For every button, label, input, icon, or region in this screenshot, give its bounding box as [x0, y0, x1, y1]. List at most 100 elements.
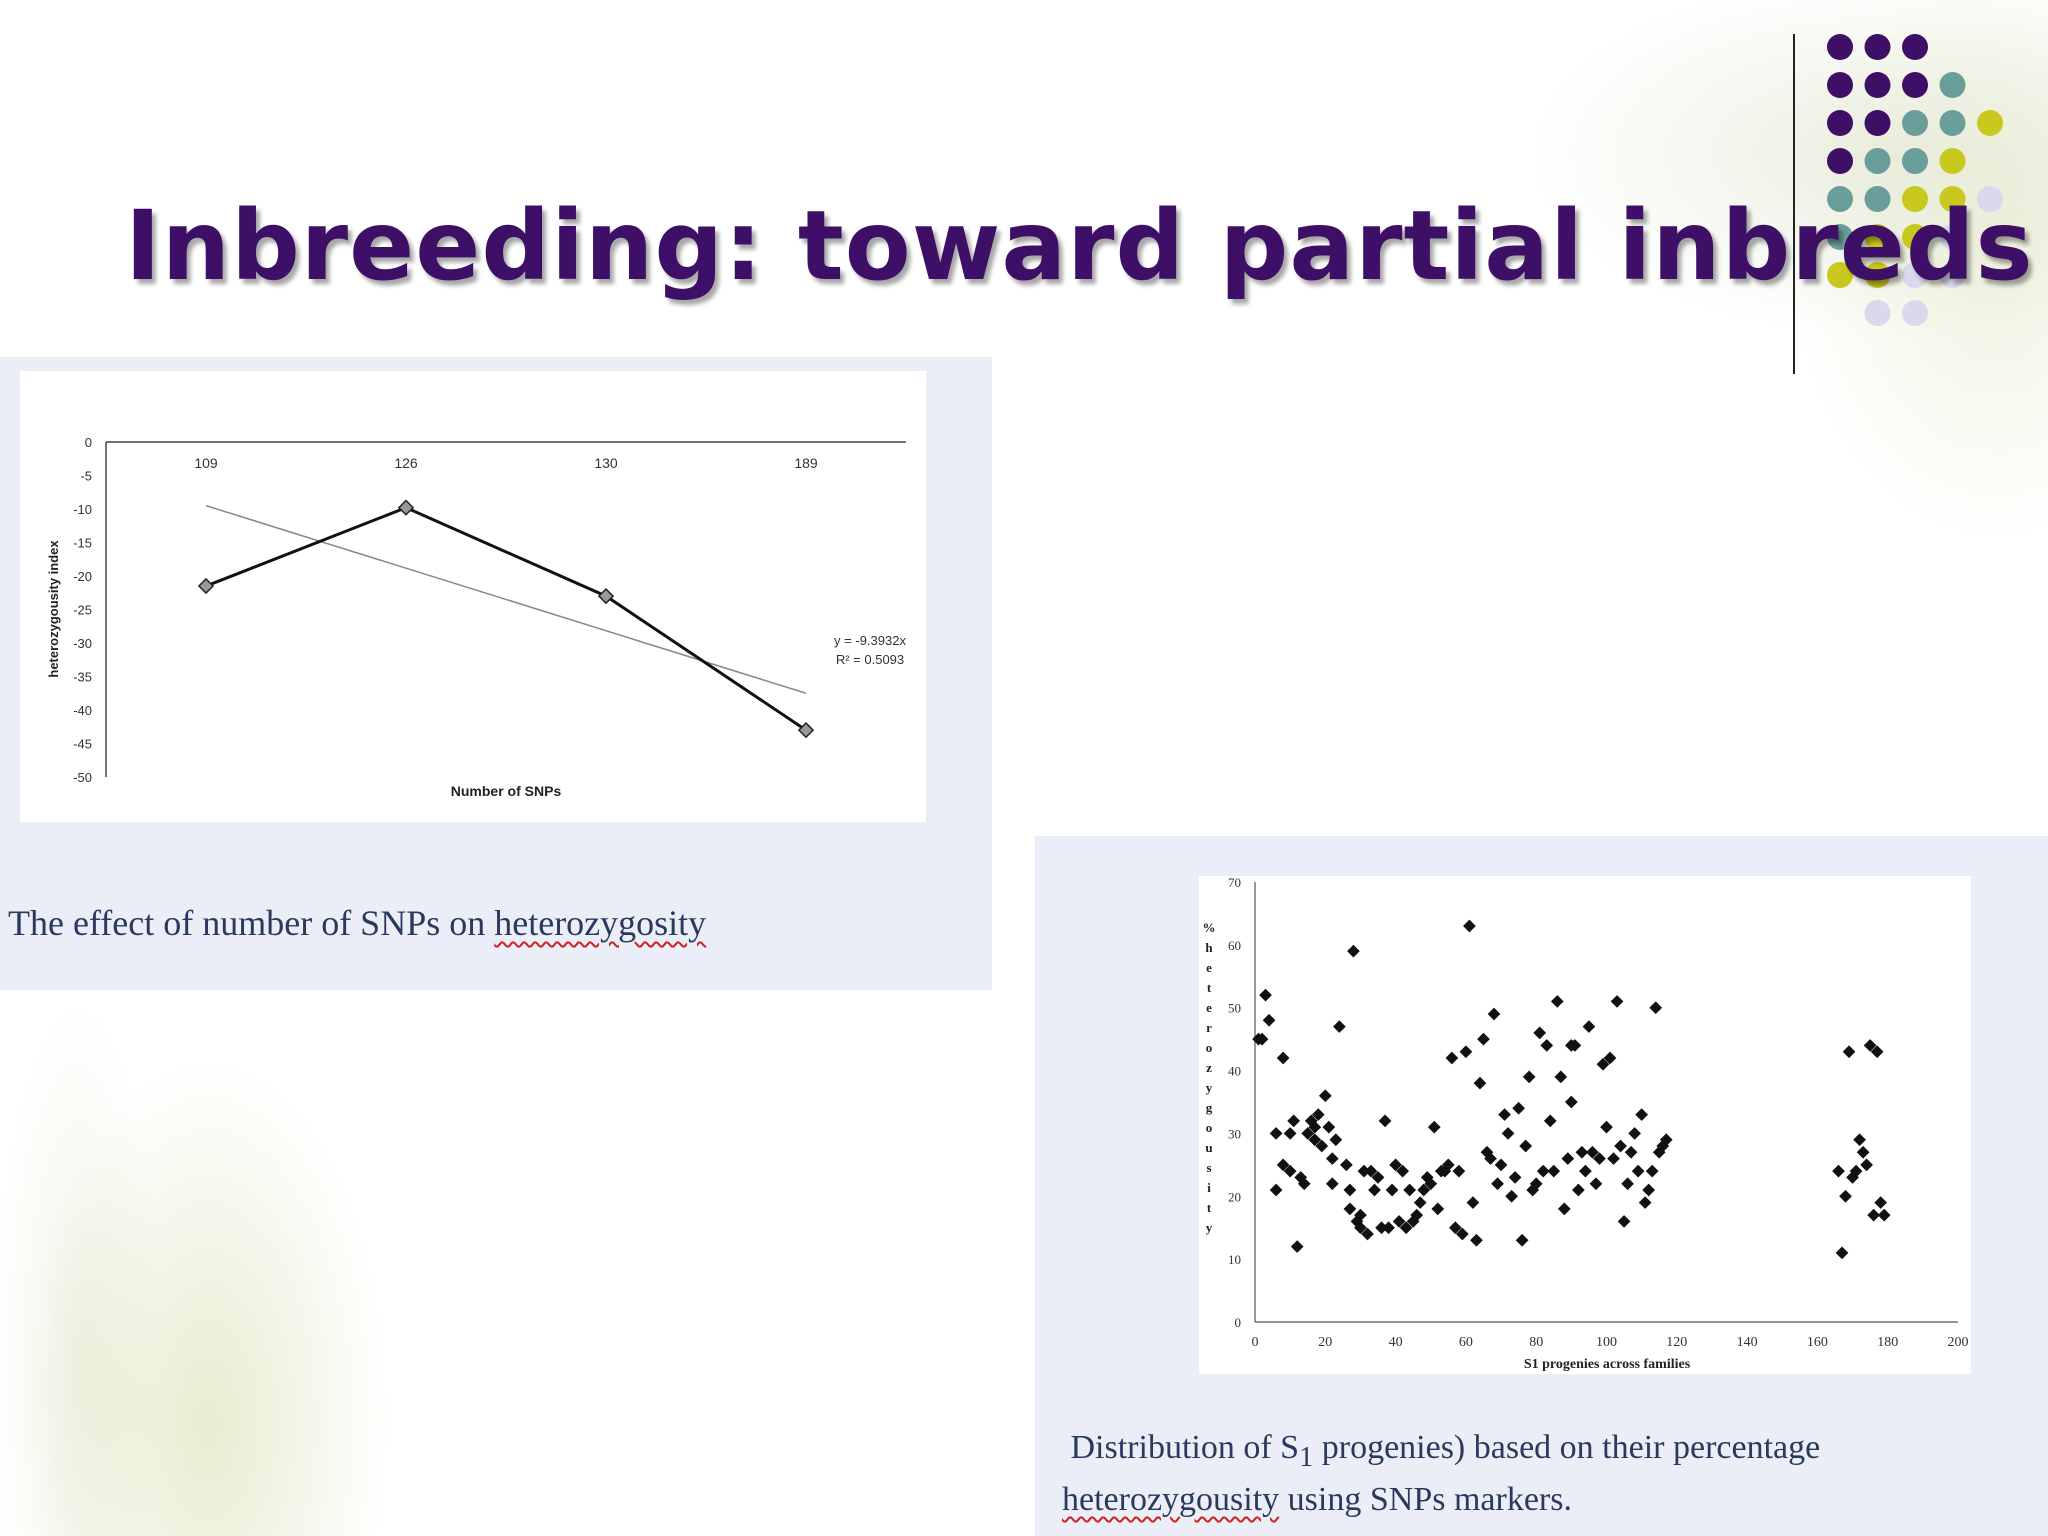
chart1-trend-r2: R² = 0.5093	[836, 652, 904, 667]
chart2-x-tick-label: 20	[1318, 1335, 1332, 1350]
chart2-data-point	[1515, 1233, 1529, 1247]
chart1-caption: The effect of number of SNPs on heterozy…	[8, 902, 706, 944]
chart2-x-tick-label: 100	[1596, 1335, 1617, 1350]
decorative-dot	[1902, 262, 1928, 288]
chart2-y-tick-label: 70	[1228, 876, 1241, 890]
chart2-data-point	[1399, 1221, 1413, 1235]
chart2-data-point	[1297, 1177, 1311, 1191]
chart2-data-point	[1561, 1152, 1575, 1165]
chart2-data-point	[1579, 1164, 1592, 1178]
chart2-data-point	[1375, 1221, 1388, 1235]
chart1-y-tick-label: -10	[73, 502, 92, 517]
chart2-data-point	[1262, 1013, 1276, 1027]
chart1-y-tick-label: -20	[73, 569, 92, 584]
chart2-data-point	[1424, 1177, 1438, 1191]
chart2-data-point	[1600, 1120, 1613, 1134]
decorative-dot	[1902, 186, 1928, 212]
chart2-data-point	[1452, 1164, 1466, 1178]
chart2-data-point	[1540, 1039, 1554, 1052]
chart2-x-tick-label: 140	[1737, 1335, 1758, 1350]
decorative-dot	[1939, 224, 1966, 250]
chart2-data-point	[1870, 1045, 1884, 1059]
chart2-data-point	[1431, 1202, 1445, 1216]
chart1-x-axis-title: Number of SNPs	[451, 783, 562, 799]
chart2-data-point	[1287, 1114, 1301, 1128]
chart2-data-point	[1572, 1183, 1585, 1197]
caption-line1-sub: 1	[1299, 1441, 1314, 1473]
chart1-x-tick-label: 126	[394, 455, 418, 471]
decorative-dot	[1827, 224, 1853, 250]
caption-line2-post: using SNPs markers.	[1279, 1480, 1572, 1518]
chart2-data-point	[1403, 1183, 1417, 1197]
chart2-data-point	[1529, 1177, 1543, 1191]
chart2-data-point	[1856, 1145, 1870, 1159]
chart1-data-point	[597, 587, 615, 605]
decorative-dot	[1864, 110, 1891, 136]
chart2-data-point	[1839, 1189, 1852, 1203]
chart2-x-axis-title: S1 progenies across families	[1524, 1357, 1691, 1372]
chart2-data-point	[1649, 1001, 1663, 1015]
chart2-data-point	[1487, 1007, 1501, 1021]
decorative-dot	[1939, 148, 1966, 174]
chart2-data-point	[1318, 1089, 1332, 1103]
chart1-series-line	[205, 506, 807, 732]
chart2-data-point	[1343, 1202, 1357, 1216]
decorative-dot	[1864, 148, 1891, 174]
chart2-y-axis-title: % h e t e r o z y g o u s i t y	[1203, 920, 1216, 1235]
chart2-x-tick-label: 40	[1389, 1335, 1403, 1350]
chart1-data-point	[197, 577, 215, 595]
decorative-dot	[1939, 110, 1966, 136]
background-swoosh-left	[0, 960, 520, 1536]
chart2-data-point	[1586, 1145, 1599, 1159]
chart2-data-point	[1522, 1070, 1536, 1084]
chart1-y-tick-label: 0	[85, 435, 92, 450]
chart1-trendline	[205, 504, 807, 694]
caption-line2-underlined: heterozygousity	[1062, 1480, 1280, 1518]
chart2-data-point	[1642, 1183, 1656, 1197]
caption-line1-pre: Distribution of S	[1070, 1429, 1300, 1466]
chart2-data-point	[1463, 919, 1476, 933]
chart2-data-point	[1347, 944, 1360, 958]
chart2-x-tick-label: 120	[1666, 1335, 1687, 1350]
chart1-y-axis-title: heterozygousity index	[46, 540, 61, 678]
chart2-data-point	[1413, 1196, 1427, 1209]
chart2-caption-line2: heterozygousity using SNPs markers.	[1062, 1479, 2022, 1521]
chart2-data-point	[1554, 1070, 1568, 1084]
title-divider-line	[1793, 34, 1795, 374]
chart2-caption-line1: Distribution of S1 progenies) based on t…	[1062, 1427, 2022, 1479]
decorative-dot	[1902, 34, 1928, 60]
chart2-data-point	[1259, 988, 1272, 1002]
chart2-x-tick-label: 0	[1252, 1335, 1259, 1350]
chart1-caption-underlined: heterozygosity	[494, 903, 707, 943]
chart2-data-point	[1368, 1183, 1381, 1197]
chart2-data-point	[1835, 1246, 1849, 1260]
decorative-dot	[1864, 224, 1891, 250]
chart2-data-point	[1343, 1183, 1357, 1197]
decorative-dot	[1864, 186, 1891, 212]
chart1-y-tick-label: -45	[73, 737, 92, 752]
chart2-data-point	[1378, 1114, 1392, 1128]
decorative-dot	[1827, 72, 1853, 98]
chart2-data-point	[1853, 1133, 1866, 1147]
chart2-data-point	[1283, 1127, 1297, 1140]
chart2-data-point	[1445, 1051, 1459, 1065]
s1-progenies-scatter-chart: 0 10 20 30 40 50 60 70 0 20 40 60 80 100 120 140 160 180 2…	[1203, 875, 1969, 1372]
decorative-dot	[1864, 262, 1891, 288]
chart1-y-tick-label: -30	[73, 636, 92, 651]
chart2-data-point	[1557, 1202, 1571, 1216]
chart1-y-tick-label: -15	[73, 536, 92, 551]
chart1-x-tick-label: 189	[794, 455, 818, 471]
chart2-data-point	[1508, 1171, 1522, 1184]
chart2-x-tick-label: 180	[1877, 1335, 1898, 1350]
decorative-dot	[1939, 72, 1966, 98]
chart2-data-point	[1325, 1152, 1339, 1165]
chart2-data-point	[1617, 1215, 1631, 1228]
chart2-data-point	[1382, 1221, 1395, 1235]
chart1-x-tick-label: 130	[594, 455, 618, 471]
chart2-data-point	[1325, 1177, 1339, 1191]
decorative-dot	[1939, 262, 1966, 288]
chart1-data-point	[397, 499, 415, 516]
chart1-y-tick-label: -50	[73, 770, 92, 785]
chart2-data-point	[1614, 1139, 1627, 1153]
chart2-data-point	[1290, 1240, 1304, 1253]
